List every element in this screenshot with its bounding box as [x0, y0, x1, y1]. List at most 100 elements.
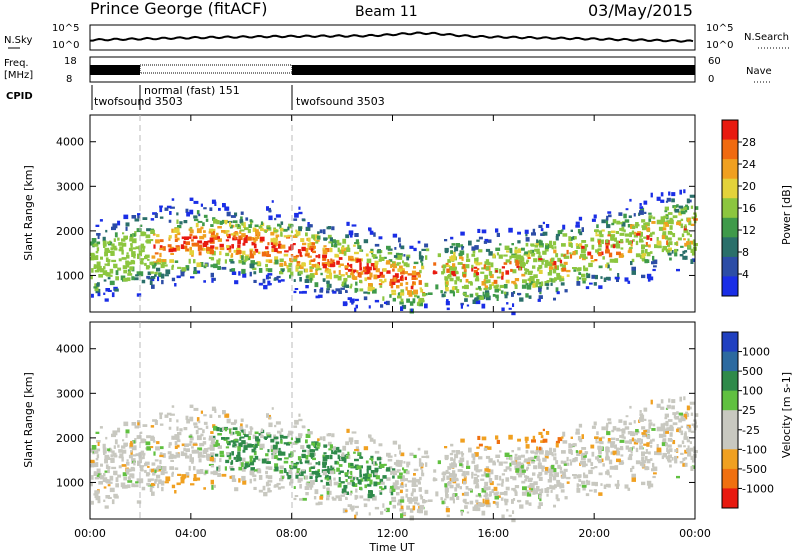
velocity-cell	[670, 439, 673, 442]
velocity-cell	[189, 457, 194, 463]
velocity-cell	[493, 486, 498, 491]
power-cell	[196, 270, 201, 274]
power-cell	[342, 238, 347, 244]
power-cell	[503, 254, 508, 257]
power-cell	[594, 259, 598, 262]
velocity-cell	[159, 459, 162, 465]
velocity-cell	[141, 486, 146, 491]
velocity-cell	[146, 446, 151, 451]
power-cell	[388, 259, 393, 262]
freq-tick-top: 18	[64, 56, 77, 67]
power-cell	[141, 279, 146, 284]
power-cell	[682, 250, 686, 254]
power-cell	[532, 283, 536, 288]
velocity-cell	[345, 479, 348, 483]
power-cell	[322, 264, 327, 269]
power-cell	[211, 277, 214, 283]
power-cell	[197, 240, 203, 244]
velocity-cell	[496, 439, 500, 444]
velocity-cell	[459, 457, 465, 462]
velocity-cell	[392, 475, 395, 479]
power-cell	[556, 275, 562, 280]
velocity-cell	[521, 469, 526, 473]
velocity-cell	[650, 444, 653, 448]
velocity-cell	[665, 407, 669, 410]
power-cell	[174, 238, 178, 242]
velocity-cell	[542, 438, 548, 443]
power-cell	[354, 233, 359, 237]
power-cell	[323, 245, 327, 248]
power-cell	[631, 225, 636, 230]
velocity-cell	[595, 441, 600, 444]
power-cell	[210, 235, 216, 238]
power-cell	[418, 251, 422, 256]
power-cell	[239, 230, 242, 234]
power-cell	[554, 265, 557, 270]
power-cell	[241, 268, 246, 274]
velocity-cell	[152, 440, 156, 443]
power-cell	[308, 224, 313, 228]
power-cell	[320, 272, 323, 276]
power-cell	[167, 244, 172, 248]
power-cell	[216, 220, 220, 225]
velocity-cell	[216, 427, 220, 432]
velocity-cell	[94, 476, 99, 480]
velocity-cell	[114, 472, 117, 476]
power-cell	[402, 260, 405, 264]
power-cell	[529, 284, 532, 287]
power-cell	[345, 278, 348, 282]
power-cell	[674, 252, 678, 257]
power-cell	[519, 297, 524, 302]
velocity-cell	[250, 444, 255, 448]
time-tick-label: 04:00	[175, 527, 207, 540]
velocity-cell	[629, 439, 632, 445]
velocity-cell	[606, 427, 609, 432]
power-cell	[131, 276, 135, 281]
velocity-cell	[301, 469, 306, 472]
power-cell	[667, 230, 673, 235]
colorbar-segment	[722, 390, 738, 411]
power-cell	[656, 196, 661, 201]
power-cell	[485, 295, 491, 301]
power-cell	[305, 247, 309, 253]
velocity-cell	[325, 474, 329, 479]
velocity-cell	[173, 436, 178, 440]
velocity-cell	[315, 477, 318, 482]
velocity-cell	[326, 495, 331, 498]
velocity-cell	[300, 445, 305, 449]
power-cell	[661, 220, 665, 225]
power-cell	[594, 229, 599, 232]
velocity-cell	[643, 443, 647, 446]
velocity-cell	[476, 475, 480, 478]
power-cell	[499, 268, 502, 274]
power-cell	[641, 274, 646, 279]
power-cell	[300, 238, 305, 242]
velocity-cell	[231, 478, 237, 482]
velocity-cell	[181, 443, 185, 447]
velocity-cell	[518, 467, 521, 472]
power-cell	[244, 256, 249, 261]
velocity-cell	[174, 441, 178, 446]
power-cell	[317, 231, 320, 235]
velocity-cell	[118, 449, 123, 453]
velocity-cell	[117, 444, 120, 448]
power-cell	[598, 251, 602, 257]
power-cell	[591, 244, 595, 250]
power-cell	[385, 262, 391, 265]
velocity-cell	[632, 446, 635, 449]
velocity-cell	[274, 463, 279, 469]
power-cell	[219, 243, 224, 248]
velocity-cell	[400, 513, 404, 518]
power-cell	[590, 255, 594, 259]
power-cell	[114, 288, 119, 292]
power-cell	[369, 272, 373, 278]
velocity-cell	[293, 463, 298, 467]
power-cell	[494, 286, 499, 290]
velocity-cell	[198, 451, 203, 456]
power-cell	[512, 303, 515, 307]
power-cell	[652, 231, 655, 235]
velocity-cell	[488, 458, 493, 463]
velocity-cell	[307, 462, 312, 465]
power-cell	[687, 238, 690, 243]
velocity-cell	[475, 469, 481, 473]
